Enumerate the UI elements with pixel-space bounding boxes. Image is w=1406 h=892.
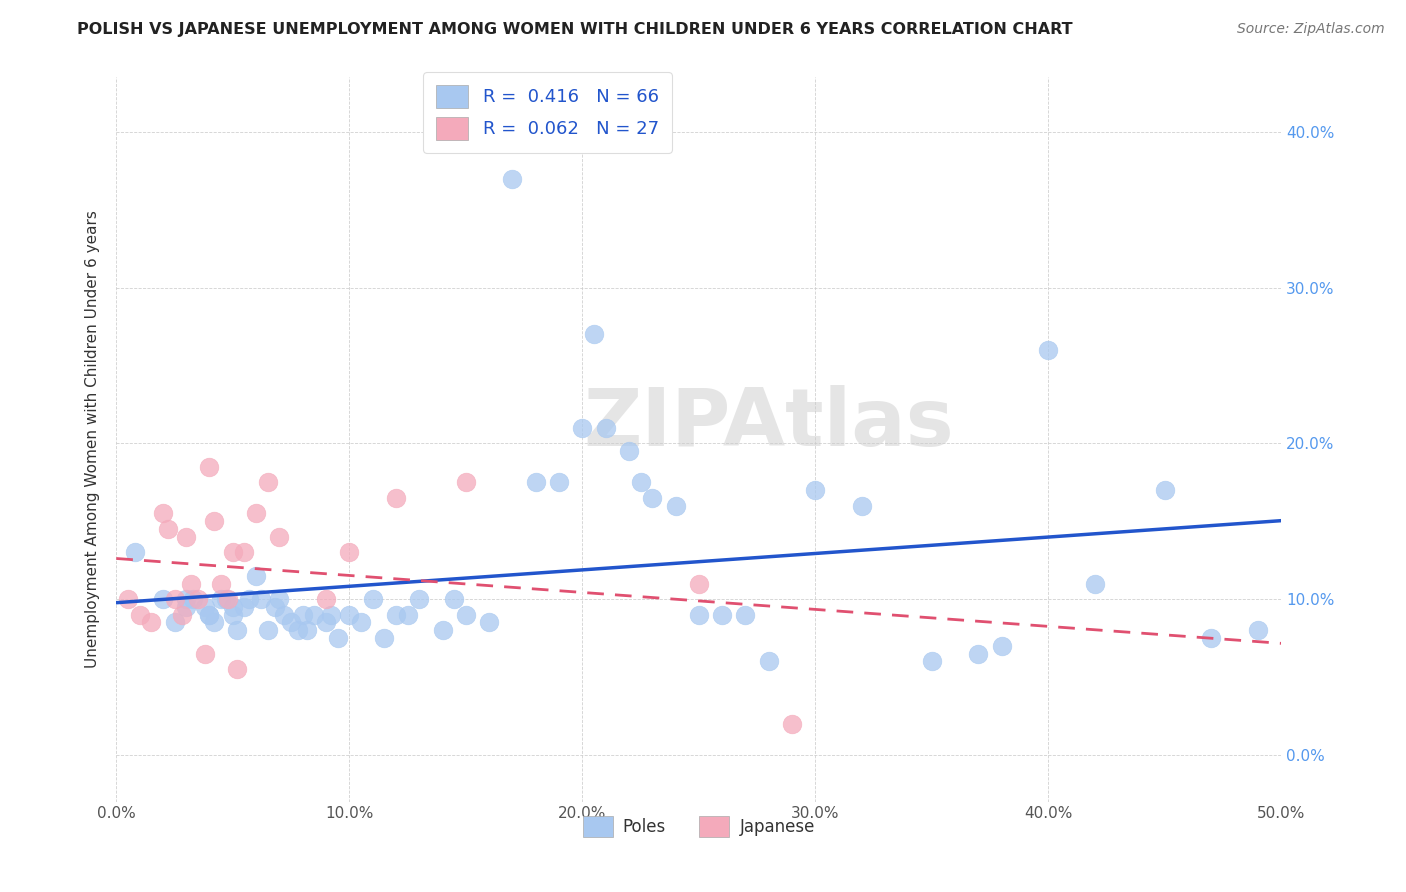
Point xyxy=(350,615,373,630)
Point xyxy=(245,568,267,582)
Point xyxy=(758,655,780,669)
Point xyxy=(187,592,209,607)
Point xyxy=(269,592,291,607)
Point xyxy=(385,607,408,622)
Text: ZIPAtlas: ZIPAtlas xyxy=(583,385,955,463)
Point xyxy=(315,592,337,607)
Point xyxy=(124,545,146,559)
Point xyxy=(152,592,174,607)
Point xyxy=(156,522,179,536)
Point xyxy=(630,475,652,490)
Point xyxy=(582,327,605,342)
Point xyxy=(396,607,419,622)
Point xyxy=(222,607,245,622)
Point xyxy=(128,607,150,622)
Point xyxy=(548,475,571,490)
Point xyxy=(501,171,523,186)
Point xyxy=(209,592,232,607)
Point xyxy=(297,624,319,638)
Point xyxy=(256,624,278,638)
Point xyxy=(263,599,285,614)
Point xyxy=(180,576,202,591)
Point xyxy=(163,592,186,607)
Point xyxy=(921,655,943,669)
Point xyxy=(117,592,139,607)
Point xyxy=(198,607,221,622)
Point xyxy=(688,607,710,622)
Point xyxy=(198,607,221,622)
Point xyxy=(152,507,174,521)
Point xyxy=(315,615,337,630)
Text: POLISH VS JAPANESE UNEMPLOYMENT AMONG WOMEN WITH CHILDREN UNDER 6 YEARS CORRELAT: POLISH VS JAPANESE UNEMPLOYMENT AMONG WO… xyxy=(77,22,1073,37)
Point xyxy=(1247,624,1270,638)
Point xyxy=(454,607,477,622)
Point xyxy=(617,444,640,458)
Point xyxy=(181,592,204,607)
Point xyxy=(443,592,465,607)
Point xyxy=(198,459,221,474)
Point xyxy=(194,647,217,661)
Point xyxy=(249,592,271,607)
Point xyxy=(641,491,664,505)
Point xyxy=(664,499,686,513)
Point xyxy=(222,599,245,614)
Point xyxy=(174,599,197,614)
Point xyxy=(174,592,197,607)
Point xyxy=(238,592,260,607)
Point xyxy=(524,475,547,490)
Point xyxy=(734,607,756,622)
Point xyxy=(804,483,827,497)
Point xyxy=(851,499,873,513)
Y-axis label: Unemployment Among Women with Children Under 6 years: Unemployment Among Women with Children U… xyxy=(86,211,100,668)
Point xyxy=(326,631,349,645)
Point xyxy=(217,592,239,607)
Point xyxy=(256,475,278,490)
Point xyxy=(233,599,256,614)
Point xyxy=(319,607,342,622)
Point xyxy=(688,576,710,591)
Point xyxy=(571,421,593,435)
Point xyxy=(337,545,360,559)
Point xyxy=(287,624,309,638)
Point xyxy=(202,514,225,528)
Text: Source: ZipAtlas.com: Source: ZipAtlas.com xyxy=(1237,22,1385,37)
Point xyxy=(1201,631,1223,645)
Point xyxy=(202,615,225,630)
Point xyxy=(141,615,163,630)
Point xyxy=(454,475,477,490)
Point xyxy=(174,530,197,544)
Point xyxy=(209,576,232,591)
Point xyxy=(304,607,326,622)
Point xyxy=(163,615,186,630)
Point xyxy=(1084,576,1107,591)
Point xyxy=(408,592,430,607)
Point xyxy=(595,421,617,435)
Point xyxy=(222,545,245,559)
Point xyxy=(226,662,249,676)
Point xyxy=(194,599,217,614)
Point xyxy=(245,507,267,521)
Point xyxy=(269,530,291,544)
Point xyxy=(233,545,256,559)
Point xyxy=(967,647,990,661)
Legend: Poles, Japanese: Poles, Japanese xyxy=(576,809,821,844)
Point xyxy=(226,624,249,638)
Point xyxy=(711,607,734,622)
Point xyxy=(337,607,360,622)
Point xyxy=(215,592,238,607)
Point xyxy=(170,607,193,622)
Point xyxy=(385,491,408,505)
Point xyxy=(361,592,384,607)
Point xyxy=(1154,483,1177,497)
Point xyxy=(280,615,302,630)
Point xyxy=(291,607,314,622)
Point xyxy=(432,624,454,638)
Point xyxy=(478,615,501,630)
Point xyxy=(780,716,803,731)
Point xyxy=(990,639,1012,653)
Point xyxy=(273,607,295,622)
Point xyxy=(373,631,395,645)
Point xyxy=(1038,343,1060,357)
